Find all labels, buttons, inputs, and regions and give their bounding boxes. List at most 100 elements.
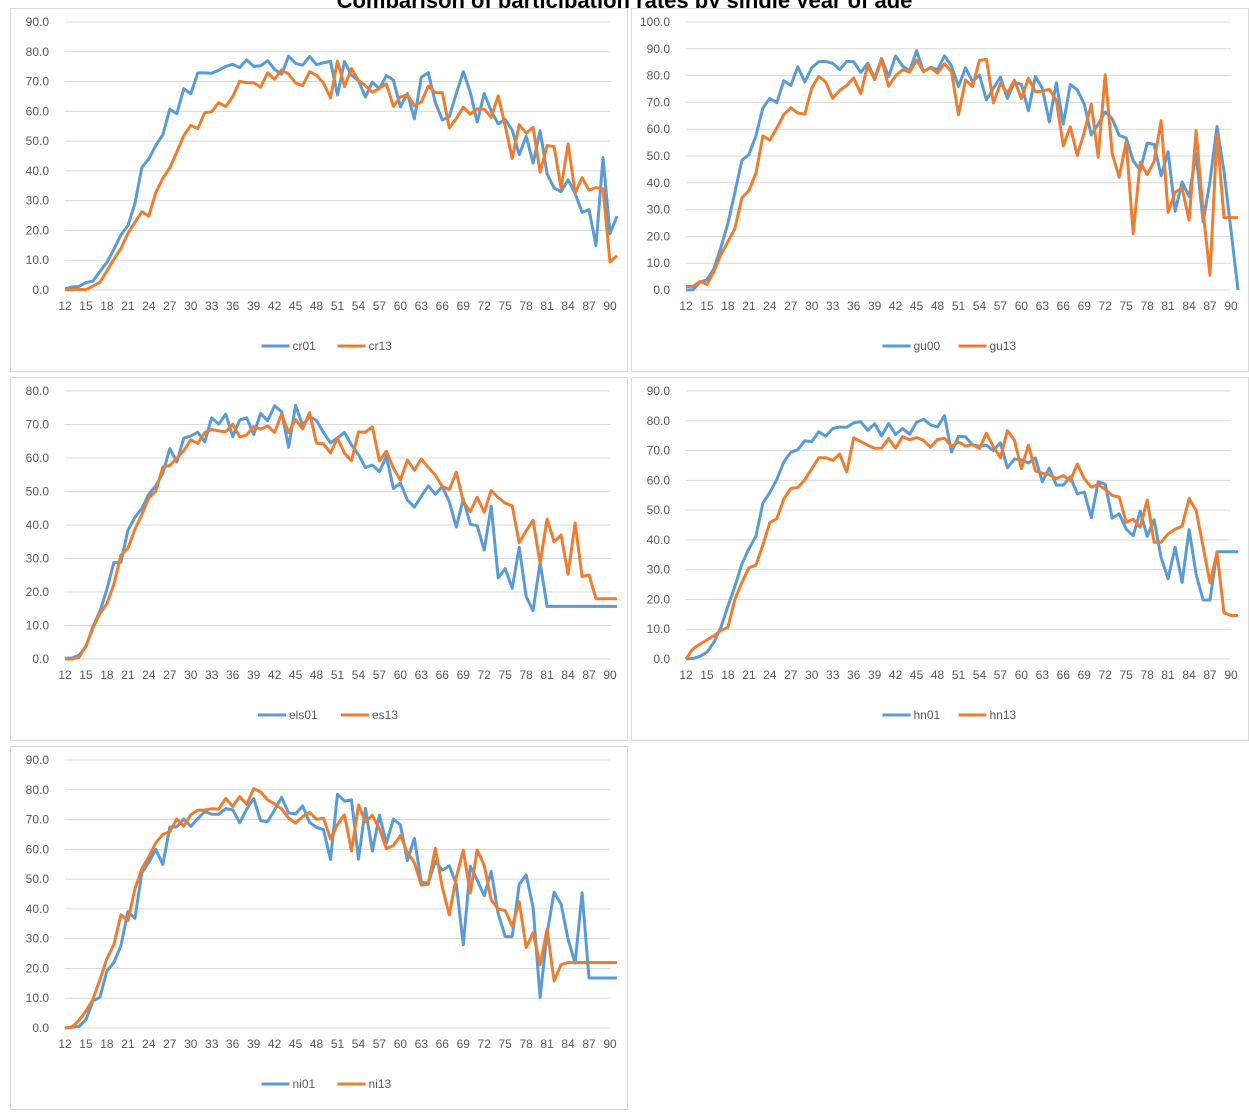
x-tick-label: 27 [163,299,177,313]
x-tick-label: 21 [121,299,135,313]
x-tick-label: 30 [805,299,819,313]
y-tick-label: 70.0 [647,444,671,458]
legend-label: cr01 [293,339,317,353]
legend-label: cr13 [369,339,393,353]
x-tick-label: 18 [100,299,114,313]
x-tick-label: 12 [58,299,72,313]
x-tick-label: 63 [1036,299,1050,313]
x-tick-label: 57 [373,668,387,682]
series-line-hn01 [685,414,1238,661]
series-line-ni01 [64,792,617,1030]
x-tick-label: 54 [352,668,366,682]
chart-svg: 0.0 10.0 20.0 30.0 40.0 50.0 60.0 70.0 80.0 12 15 1… [10,377,628,741]
chart-ni: 0.0 10.0 20.0 30.0 40.0 50.0 60.0 70.0 80.0 90.0 1… [10,746,628,1110]
y-tick-label: 30.0 [26,552,50,566]
x-tick-label: 45 [289,668,303,682]
y-tick-label: 30.0 [647,563,671,577]
x-tick-label: 42 [889,668,903,682]
x-tick-label: 60 [1015,668,1029,682]
y-tick-label: 90.0 [647,384,671,398]
x-tick-label: 27 [163,1037,177,1051]
x-tick-label: 27 [784,299,798,313]
chart-border [631,377,1249,741]
x-tick-label: 84 [561,299,575,313]
x-tick-label: 42 [268,299,282,313]
x-tick-label: 57 [994,299,1008,313]
y-tick-label: 30.0 [26,194,50,208]
x-tick-label: 15 [79,299,93,313]
x-tick-label: 90 [603,1037,617,1051]
x-tick-label: 66 [1057,668,1071,682]
x-tick-label: 69 [1078,299,1092,313]
x-tick-label: 81 [1161,299,1175,313]
y-tick-label: 80.0 [26,783,50,797]
x-tick-label: 48 [310,668,324,682]
y-tick-label: 80.0 [26,45,50,59]
x-tick-label: 69 [1078,668,1092,682]
x-tick-label: 75 [499,668,513,682]
x-tick-label: 84 [561,668,575,682]
x-tick-label: 63 [415,1037,429,1051]
x-tick-label: 42 [889,299,903,313]
y-tick-label: 0.0 [653,283,670,297]
series-line-es13 [65,410,617,661]
x-tick-label: 75 [1120,668,1134,682]
x-tick-label: 24 [142,668,156,682]
x-tick-label: 24 [763,299,777,313]
x-tick-label: 24 [142,299,156,313]
x-tick-label: 51 [331,1037,345,1051]
x-tick-label: 36 [226,1037,240,1051]
x-tick-label: 63 [415,668,429,682]
x-tick-label: 18 [100,668,114,682]
x-tick-label: 45 [910,668,924,682]
x-tick-label: 33 [205,1037,219,1051]
x-tick-label: 33 [205,668,219,682]
x-tick-label: 51 [952,668,966,682]
x-tick-label: 45 [910,299,924,313]
x-tick-label: 33 [826,299,840,313]
y-tick-label: 10.0 [647,622,671,636]
x-tick-label: 57 [373,299,387,313]
y-tick-label: 40.0 [26,164,50,178]
x-tick-label: 21 [742,299,756,313]
legend-label: gu13 [990,339,1017,353]
y-tick-label: 100.0 [640,15,670,29]
x-tick-label: 48 [310,1037,324,1051]
y-tick-label: 30.0 [647,203,671,217]
y-tick-label: 50.0 [647,503,671,517]
chart-svg: 0.0 10.0 20.0 30.0 40.0 50.0 60.0 70.0 80.0 90.0 1… [631,8,1249,372]
y-tick-label: 60.0 [26,451,50,465]
x-tick-label: 36 [847,668,861,682]
x-tick-label: 90 [1224,668,1238,682]
legend-label: es13 [372,708,398,722]
y-tick-label: 20.0 [647,229,671,243]
x-tick-label: 15 [700,299,714,313]
x-tick-label: 42 [268,1037,282,1051]
y-tick-label: 40.0 [26,902,50,916]
x-tick-label: 87 [1203,668,1217,682]
y-tick-label: 60.0 [647,122,671,136]
y-tick-label: 70.0 [26,75,50,89]
x-tick-label: 27 [163,668,177,682]
y-tick-label: 40.0 [26,518,50,532]
y-tick-label: 20.0 [26,961,50,975]
x-tick-label: 18 [100,1037,114,1051]
x-tick-label: 21 [121,1037,135,1051]
legend-label: els01 [289,708,318,722]
x-tick-label: 15 [700,668,714,682]
x-tick-label: 78 [519,1037,533,1051]
x-tick-label: 36 [226,668,240,682]
x-tick-label: 81 [540,668,554,682]
x-tick-label: 39 [868,668,882,682]
y-tick-label: 60.0 [26,104,50,118]
x-tick-label: 39 [868,299,882,313]
x-tick-label: 72 [478,1037,492,1051]
y-tick-label: 50.0 [647,149,671,163]
x-tick-label: 21 [121,668,135,682]
legend-label: hn13 [990,708,1017,722]
chart-cr: 0.0 10.0 20.0 30.0 40.0 50.0 60.0 70.0 80.0 90.0 1… [10,8,628,372]
x-tick-label: 87 [1203,299,1217,313]
y-tick-label: 10.0 [26,619,50,633]
chart-es: 0.0 10.0 20.0 30.0 40.0 50.0 60.0 70.0 80.0 12 15 1… [10,377,628,741]
x-tick-label: 39 [247,299,261,313]
